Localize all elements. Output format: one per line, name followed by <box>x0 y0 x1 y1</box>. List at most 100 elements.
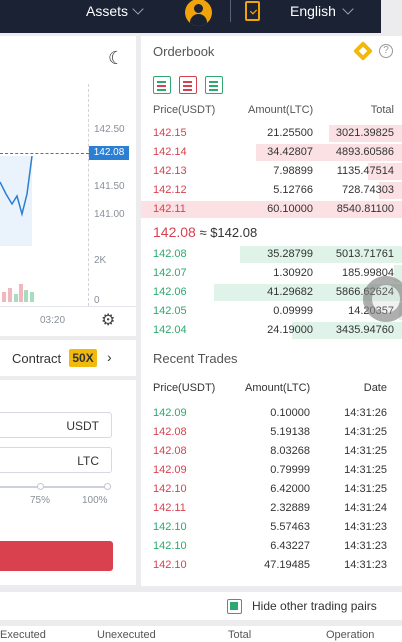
bid-row[interactable]: 142.04 24.19000 3435.94760 <box>141 321 402 340</box>
trade-amount: 6.42000 <box>270 483 310 495</box>
volume-bar <box>2 292 6 302</box>
trade-date: 14:31:25 <box>344 426 387 438</box>
ask-row[interactable]: 142.14 34.42807 4893.60586 <box>141 143 402 162</box>
last-price-fiat: ≈ $142.08 <box>199 225 258 240</box>
axis-tick: 142.50 <box>94 124 125 135</box>
trades-price-header: Price(USDT) <box>153 382 216 394</box>
bnb-icon[interactable] <box>353 41 373 61</box>
slider-75-label: 75% <box>30 495 51 506</box>
trade-amount: 0.79999 <box>270 464 310 476</box>
ask-price: 142.13 <box>153 165 187 177</box>
bid-amount: 35.28799 <box>267 248 313 260</box>
bid-amount: 0.09999 <box>273 305 313 317</box>
depth-bar <box>214 284 402 301</box>
ask-amount: 34.42807 <box>267 146 313 158</box>
depth-bar <box>368 163 402 180</box>
ask-row[interactable]: 142.12 5.12766 728.74303 <box>141 181 402 200</box>
depth-bar <box>256 144 402 161</box>
trade-price: 142.10 <box>153 559 187 571</box>
last-price: 142.08 ≈ $142.08 <box>153 224 257 240</box>
ask-amount: 21.25500 <box>267 127 313 139</box>
current-price-line <box>0 153 89 154</box>
bid-row[interactable]: 142.07 1.30920 185.99804 <box>141 264 402 283</box>
volume-axis-tick: 0 <box>94 295 100 306</box>
tab-executed[interactable]: Executed <box>0 629 46 641</box>
trade-amount: 47.19485 <box>264 559 310 571</box>
trade-row: 142.10 6.42000 14:31:25 <box>141 480 402 499</box>
contract-selector[interactable]: Contract 50X › <box>0 340 136 376</box>
chart-divider <box>0 306 136 307</box>
hide-pairs-row: Hide other trading pairs <box>0 592 402 620</box>
chart-grid-line <box>88 84 89 306</box>
user-avatar-icon[interactable] <box>185 0 212 26</box>
bid-row[interactable]: 142.08 35.28799 5013.71761 <box>141 245 402 264</box>
assets-label: Assets <box>86 3 129 19</box>
last-price-value: 142.08 <box>153 224 196 240</box>
tab-unexecuted[interactable]: Unexecuted <box>97 629 156 641</box>
trade-row: 142.08 8.03268 14:31:25 <box>141 442 402 461</box>
trade-amount: 6.43227 <box>270 540 310 552</box>
orders-tabs: Executed Unexecuted Total Operation <box>0 626 402 642</box>
trades-amount-header: Amount(LTC) <box>245 382 311 394</box>
depth-bar <box>141 201 402 218</box>
ask-amount: 7.98899 <box>273 165 313 177</box>
assets-menu[interactable]: Assets <box>86 2 144 19</box>
language-menu[interactable]: English <box>290 2 354 19</box>
touch-indicator <box>363 276 402 322</box>
trade-date: 14:31:26 <box>344 407 387 419</box>
top-bar: Assets English <box>0 0 381 33</box>
trade-price: 142.08 <box>153 445 187 457</box>
ask-row[interactable]: 142.11 60.10000 8540.81100 <box>141 200 402 219</box>
trade-row: 142.10 47.19485 14:31:23 <box>141 556 402 575</box>
hide-pairs-checkbox[interactable] <box>227 599 242 614</box>
sell-button[interactable] <box>0 541 113 571</box>
trade-amount: 5.19138 <box>270 426 310 438</box>
volume-axis-tick: 2K <box>94 255 107 266</box>
slider-stop[interactable] <box>104 483 111 490</box>
bid-amount: 1.30920 <box>273 267 313 279</box>
trade-row: 142.09 0.10000 14:31:26 <box>141 404 402 423</box>
trade-date: 14:31:23 <box>344 540 387 552</box>
depth-bar <box>394 265 402 282</box>
view-asks-icon[interactable] <box>179 76 197 94</box>
ask-amount: 60.10000 <box>267 203 313 215</box>
moon-icon[interactable]: ☾ <box>108 48 125 68</box>
trade-price: 142.10 <box>153 521 187 533</box>
trade-price: 142.09 <box>153 464 187 476</box>
download-icon[interactable] <box>245 1 260 21</box>
trade-row: 142.11 2.32889 14:31:24 <box>141 499 402 518</box>
orderbook-title: Orderbook <box>153 44 215 59</box>
amount-unit: LTC <box>77 454 99 468</box>
ask-total: 1135.47514 <box>336 165 394 177</box>
chevron-down-icon <box>342 2 354 15</box>
trade-amount: 0.10000 <box>270 407 310 419</box>
trade-row: 142.09 0.79999 14:31:25 <box>141 461 402 480</box>
ask-row[interactable]: 142.15 21.25500 3021.39825 <box>141 124 402 143</box>
trade-price: 142.09 <box>153 407 187 419</box>
ask-total: 4893.60586 <box>335 146 394 158</box>
view-bids-icon[interactable] <box>205 76 223 94</box>
gear-icon[interactable]: ⚙ <box>101 312 116 329</box>
amount-slider[interactable] <box>0 486 110 488</box>
axis-tick: 141.00 <box>94 209 125 220</box>
volume-bar <box>30 292 34 302</box>
price-input[interactable]: USDT <box>0 412 112 438</box>
col-amount-header: Amount(LTC) <box>248 104 314 116</box>
ask-total: 3021.39825 <box>335 127 394 139</box>
ask-total: 8540.81100 <box>336 203 394 215</box>
view-both-icon[interactable] <box>153 76 171 94</box>
help-icon[interactable]: ? <box>379 44 393 58</box>
trades-date-header: Date <box>363 382 387 394</box>
trade-date: 14:31:24 <box>344 502 387 514</box>
chart-panel: ☾ 142.50 142.08 141.50 141.00 2K 0 03:20… <box>0 36 136 336</box>
trade-price: 142.11 <box>153 502 186 514</box>
amount-input[interactable]: LTC <box>0 447 112 473</box>
ask-row[interactable]: 142.13 7.98899 1135.47514 <box>141 162 402 181</box>
tab-operation[interactable]: Operation <box>326 629 375 641</box>
ask-price: 142.14 <box>153 146 187 158</box>
tab-total[interactable]: Total <box>228 629 252 641</box>
bid-amount: 41.29682 <box>267 286 313 298</box>
ask-price: 142.15 <box>153 127 187 139</box>
price-unit: USDT <box>66 419 99 433</box>
slider-stop[interactable] <box>37 483 44 490</box>
